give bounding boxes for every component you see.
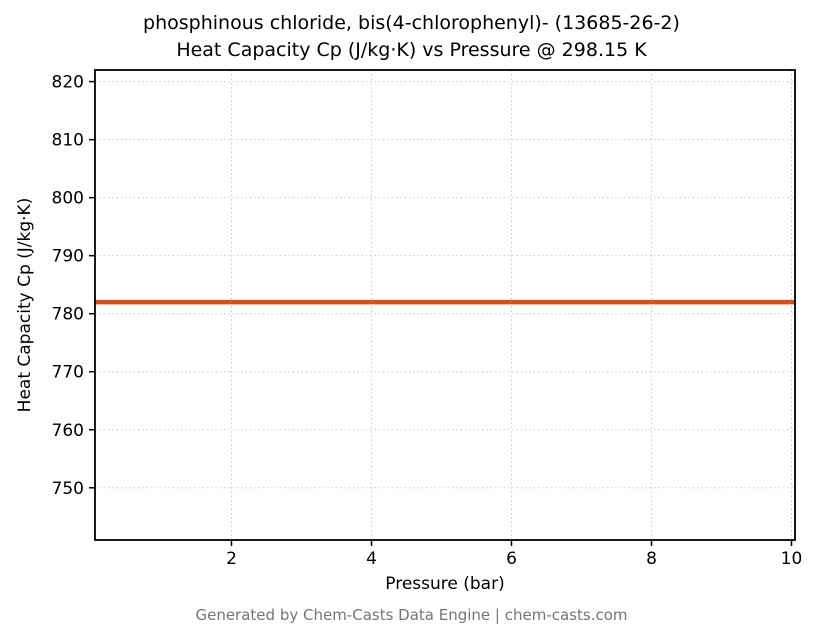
axes-border bbox=[94, 69, 796, 541]
chart-title-line1: phosphinous chloride, bis(4-chlorophenyl… bbox=[143, 12, 680, 34]
y-tick-label: 750 bbox=[52, 479, 84, 499]
chart-title: phosphinous chloride, bis(4-chlorophenyl… bbox=[0, 10, 823, 64]
y-tick-label: 790 bbox=[52, 247, 84, 267]
y-axis-label: Heat Capacity Cp (J/kg·K) bbox=[15, 197, 35, 413]
y-tick-label: 770 bbox=[52, 363, 84, 383]
x-tick-label: 4 bbox=[366, 549, 377, 569]
x-tick-label: 10 bbox=[781, 549, 803, 569]
chart-title-line2: Heat Capacity Cp (J/kg·K) vs Pressure @ … bbox=[176, 39, 647, 61]
y-tick-label: 780 bbox=[52, 305, 84, 325]
x-tick-label: 2 bbox=[226, 549, 237, 569]
y-tick-label: 810 bbox=[52, 131, 84, 151]
y-tick-label: 800 bbox=[52, 189, 84, 209]
x-axis-label: Pressure (bar) bbox=[385, 574, 505, 594]
y-tick-label: 760 bbox=[52, 421, 84, 441]
footer-credit: Generated by Chem-Casts Data Engine | ch… bbox=[195, 606, 628, 624]
x-tick-label: 8 bbox=[646, 549, 657, 569]
y-tick-label: 820 bbox=[52, 73, 84, 93]
x-tick-label: 6 bbox=[506, 549, 517, 569]
